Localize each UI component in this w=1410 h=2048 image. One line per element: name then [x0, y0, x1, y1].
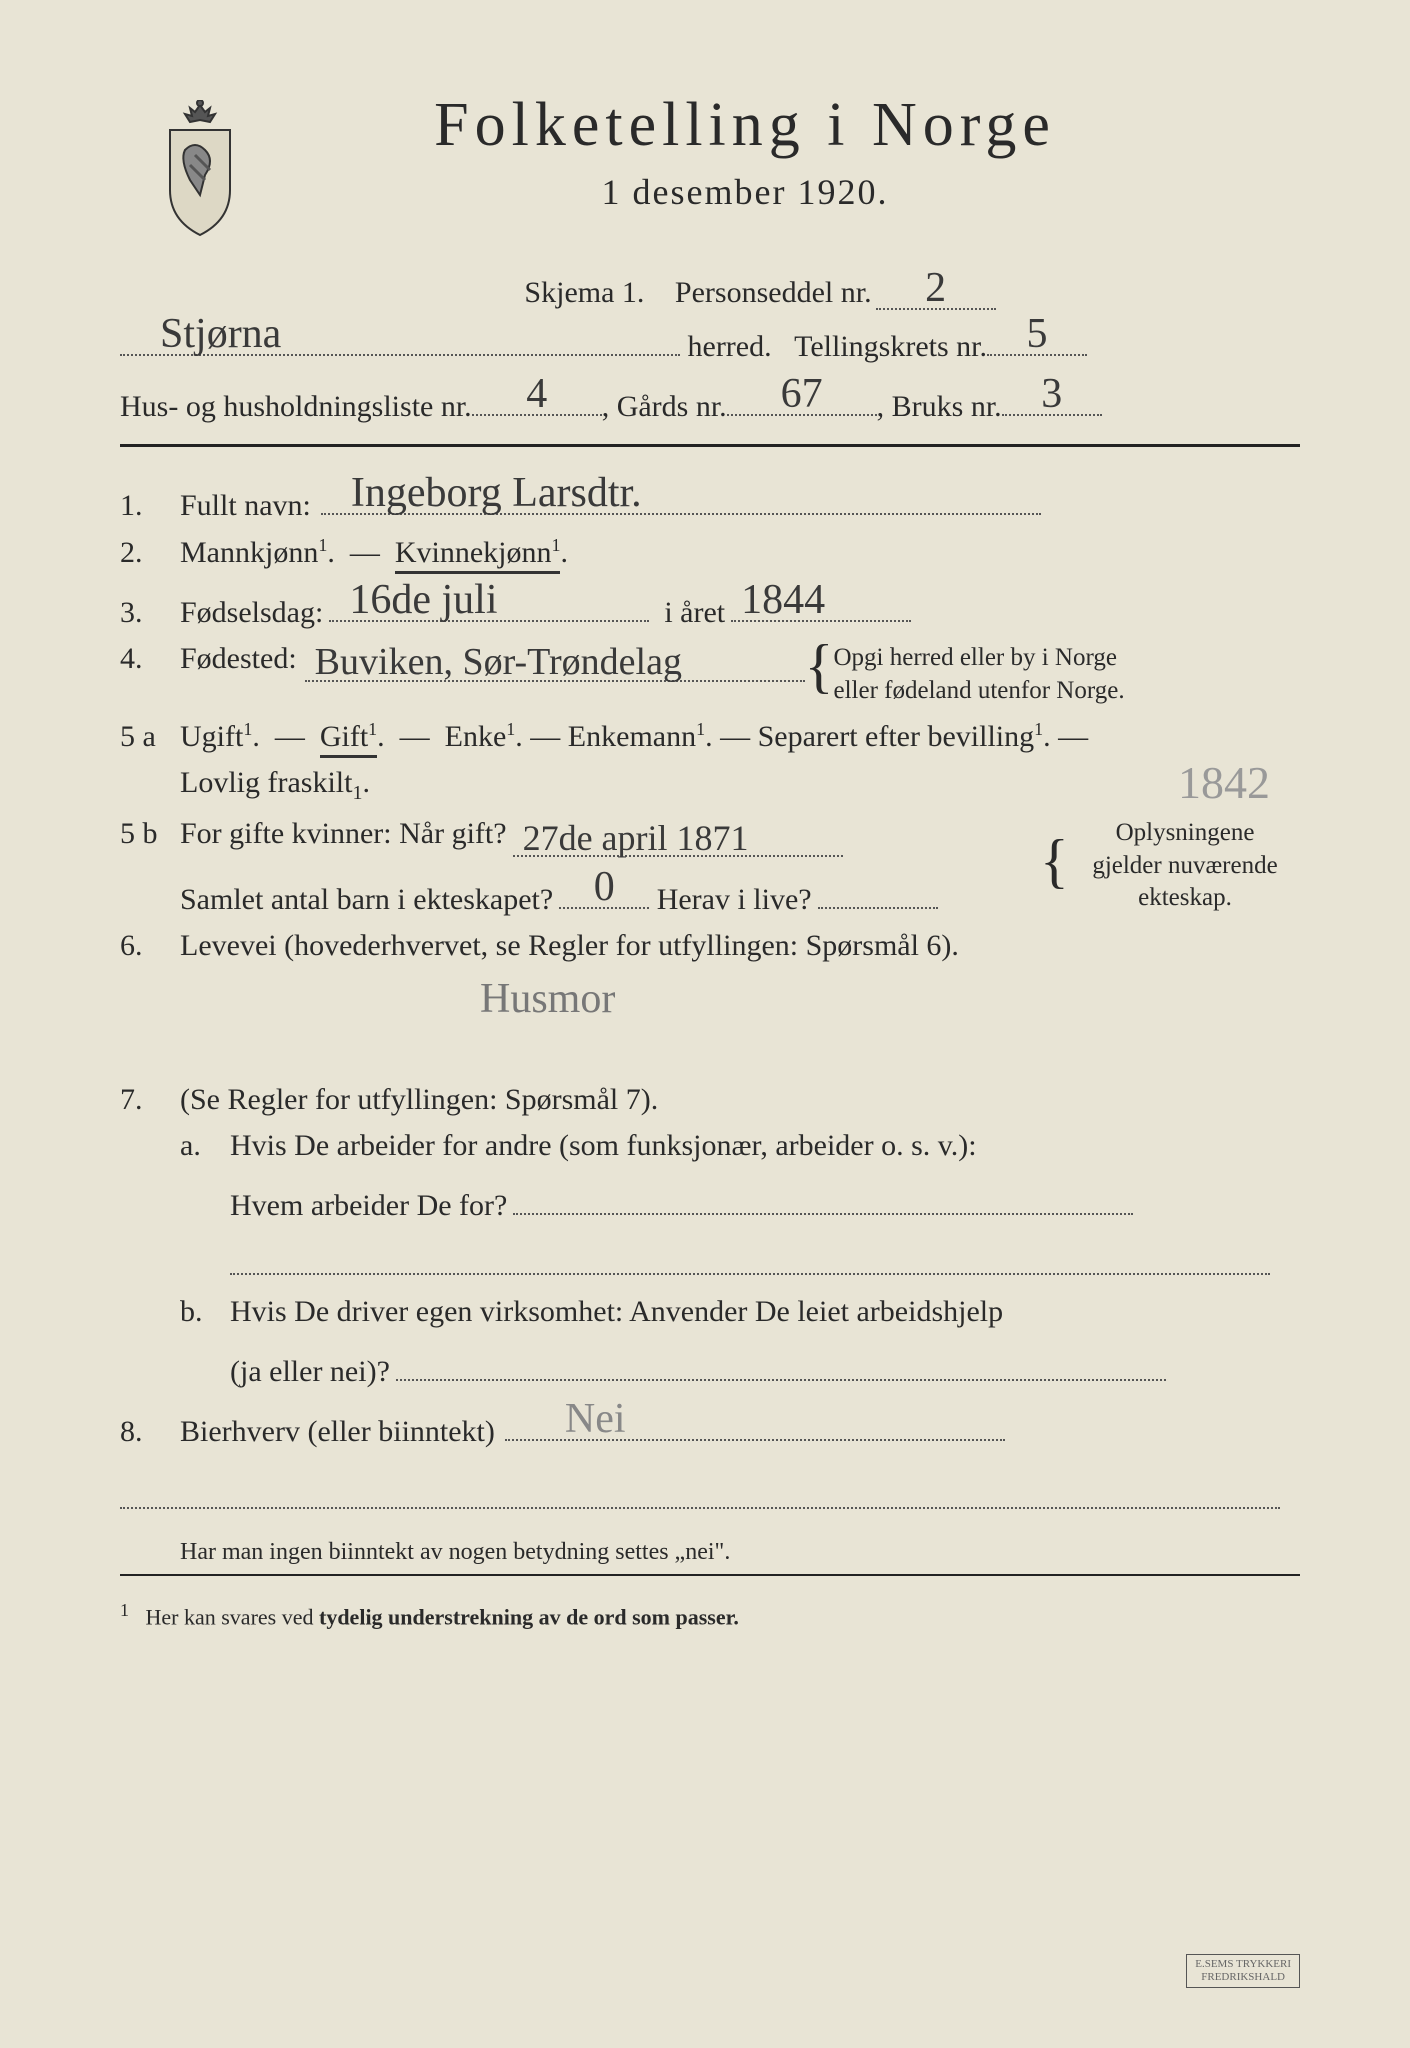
q2-num: 2.: [120, 536, 180, 570]
q7a-row3: [230, 1235, 1300, 1275]
q5b-barn-label: Samlet antal barn i ekteskapet?: [180, 883, 553, 917]
q3-day: 16de juli: [349, 576, 497, 624]
brace-icon: {: [1040, 837, 1069, 885]
q7a-label: a.: [180, 1129, 230, 1163]
husliste-nr: 4: [526, 370, 547, 418]
q7-num: 7.: [120, 1083, 180, 1117]
q7b-row2: (ja eller nei)?: [230, 1341, 1300, 1389]
q3-year: 1844: [741, 576, 825, 624]
q8-row: 8. Bierhverv (eller biinntekt) Nei: [120, 1401, 1300, 1449]
personseddel-nr: 2: [925, 264, 946, 312]
divider-thin: [120, 1574, 1300, 1576]
q4-label: Fødested:: [180, 642, 297, 676]
q5a-gift: Gift: [320, 720, 368, 753]
printer-stamp: E.SEMS TRYKKERI FREDRIKSHALD: [1186, 1954, 1300, 1988]
brace-icon: {: [805, 642, 834, 690]
q1-num: 1.: [120, 489, 180, 523]
q4-note: Opgi herred eller by i Norge eller fødel…: [833, 642, 1124, 707]
q4-value: Buviken, Sør-Trøndelag: [315, 640, 682, 684]
q5b-label: For gifte kvinner: Når gift?: [180, 817, 507, 851]
q6-label: Levevei (hovederhvervet, se Regler for u…: [180, 929, 959, 963]
q8-label: Bierhverv (eller biinntekt): [180, 1415, 495, 1449]
q7a-row1: a. Hvis De arbeider for andre (som funks…: [180, 1129, 1300, 1163]
q5a-num: 5 a: [120, 720, 180, 754]
footnote-2: 1 Her kan svares ved tydelig understrekn…: [120, 1600, 1300, 1630]
q3-row: 3. Fødselsdag: 16de juli i året 1844: [120, 582, 1300, 630]
q3-year-label: i året: [664, 596, 725, 630]
q1-row: 1. Fullt navn: Ingeborg Larsdtr.: [120, 475, 1300, 523]
q5a-separert: Separert efter bevilling: [758, 720, 1035, 753]
q5b-row1: 5 b For gifte kvinner: Når gift? 27de ap…: [120, 817, 1300, 857]
q5b-barn: 0: [594, 863, 615, 911]
q6-value-row: Husmor: [480, 975, 1300, 1023]
herred-value: Stjørna: [160, 310, 281, 358]
tellingskrets-nr: 5: [1027, 310, 1048, 358]
q2-mann: Mannkjønn: [180, 536, 318, 569]
q7a-row2: Hvem arbeider De for?: [230, 1175, 1300, 1223]
bruks-label: , Bruks nr.: [877, 390, 1002, 424]
divider-main: [120, 444, 1300, 447]
q6-value: Husmor: [480, 975, 615, 1023]
document-title: Folketelling i Norge: [280, 90, 1210, 161]
q3-label: Fødselsdag:: [180, 596, 323, 630]
q7-row: 7. (Se Regler for utfyllingen: Spørsmål …: [120, 1083, 1300, 1117]
q7b-text2: (ja eller nei)?: [230, 1355, 390, 1389]
q5b-when: 27de april 1871: [523, 817, 749, 859]
q8-value: Nei: [565, 1395, 626, 1443]
skjema-row: Skjema 1. Personseddel nr. 2: [220, 270, 1300, 310]
q2-row: 2. Mannkjønn1. — Kvinnekjønn1.: [120, 535, 1300, 570]
q5b-herav-label: Herav i live?: [657, 883, 812, 917]
document-subtitle: 1 desember 1920.: [280, 171, 1210, 213]
document-header: Folketelling i Norge 1 desember 1920.: [150, 90, 1300, 240]
q2-kvinne: Kvinnekjønn: [395, 536, 552, 569]
q6-row: 6. Levevei (hovederhvervet, se Regler fo…: [120, 929, 1300, 963]
q8-num: 8.: [120, 1415, 180, 1449]
norway-crest-icon: [150, 100, 250, 240]
q1-value: Ingeborg Larsdtr.: [351, 469, 642, 517]
q5b-note: Oplysningene gjelder nuværende ekteskap.: [1070, 817, 1300, 915]
husliste-label: Hus- og husholdningsliste nr.: [120, 390, 472, 424]
footnote-1: Har man ingen biinntekt av nogen betydni…: [180, 1539, 1300, 1566]
bruks-nr: 3: [1041, 370, 1062, 418]
q7a-text2: Hvem arbeider De for?: [230, 1189, 507, 1223]
q7b-row1: b. Hvis De driver egen virksomhet: Anven…: [180, 1295, 1300, 1329]
q5b-num: 5 b: [120, 817, 180, 851]
q5a-ugift: Ugift: [180, 720, 243, 753]
q5a-row: 5 a Ugift1. — Gift1. — Enke1. — Enkemann…: [120, 719, 1300, 754]
q5a-enke: Enke: [445, 720, 507, 753]
husliste-row: Hus- og husholdningsliste nr. 4 , Gårds …: [120, 376, 1300, 424]
q3-num: 3.: [120, 596, 180, 630]
faint-annotation: 1842: [1178, 756, 1270, 809]
q8-blank-row: [120, 1469, 1300, 1509]
q7a-text1: Hvis De arbeider for andre (som funksjon…: [230, 1129, 977, 1163]
q5a-enkemann: Enkemann: [568, 720, 696, 753]
personseddel-label: Personseddel nr.: [675, 276, 872, 309]
herred-row: Stjørna herred. Tellingskrets nr. 5: [120, 316, 1300, 364]
q4-row: 4. Fødested: Buviken, Sør-Trøndelag { Op…: [120, 642, 1300, 707]
q7b-text1: Hvis De driver egen virksomhet: Anvender…: [230, 1295, 1003, 1329]
skjema-label: Skjema 1.: [524, 276, 644, 309]
q7-label: (Se Regler for utfyllingen: Spørsmål 7).: [180, 1083, 658, 1117]
q4-num: 4.: [120, 642, 180, 676]
gards-nr: 67: [781, 370, 823, 418]
gards-label: , Gårds nr.: [602, 390, 727, 424]
q1-label: Fullt navn:: [180, 489, 311, 523]
q5a-lovlig: Lovlig fraskilt: [180, 766, 352, 799]
tellingskrets-label: Tellingskrets nr.: [794, 330, 987, 364]
q6-num: 6.: [120, 929, 180, 963]
q7b-label: b.: [180, 1295, 230, 1329]
q5a-row2: Lovlig fraskilt1. 1842: [180, 766, 1300, 805]
herred-suffix: herred.: [688, 330, 772, 364]
